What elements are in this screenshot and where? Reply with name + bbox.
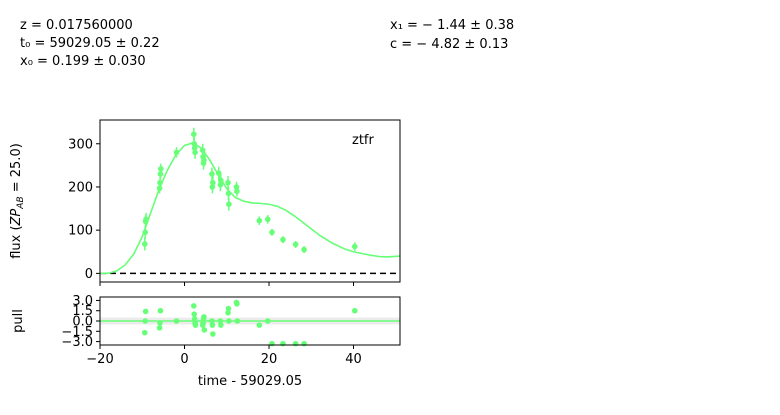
flux-point	[156, 185, 163, 192]
pull-point	[234, 318, 241, 324]
pull-point	[191, 311, 198, 317]
flux-plot-content: 0 100 200 300	[68, 127, 401, 286]
flux-point	[210, 179, 216, 186]
flux-point	[225, 179, 231, 186]
pull-axis-label: pull	[11, 309, 26, 333]
pull-point	[201, 327, 208, 333]
pull-point	[209, 318, 215, 324]
pull-point	[226, 318, 232, 324]
flux-point	[234, 188, 240, 195]
pull-point	[142, 318, 149, 324]
pull-point	[141, 329, 148, 336]
time-tick-label: 40	[345, 352, 362, 367]
pull-point	[200, 320, 206, 326]
pull-point	[217, 318, 224, 324]
flux-tick-label: 200	[68, 180, 93, 195]
pull-point	[225, 309, 231, 316]
flux-point	[269, 229, 275, 236]
pull-point	[192, 322, 199, 328]
flux-point	[218, 177, 224, 184]
pull-point	[209, 322, 216, 328]
flux-point	[225, 190, 232, 197]
flux-point	[226, 201, 232, 208]
flux-point	[143, 216, 149, 223]
param-c: c = − 4.82 ± 0.13	[390, 37, 509, 52]
flux-tick-label: 0	[85, 267, 93, 282]
pull-point	[173, 318, 180, 324]
param-x1: x₁ = − 1.44 ± 0.38	[390, 18, 515, 33]
flux-axis-label: flux (ZPAB = 25.0)	[9, 143, 26, 259]
pull-point	[156, 325, 163, 331]
flux-point	[264, 216, 271, 223]
flux-point	[292, 241, 299, 248]
time-axis-label: time - 59029.05	[198, 374, 302, 389]
pull-point	[210, 331, 216, 337]
param-x0: x₀ = 0.199 ± 0.030	[20, 54, 146, 69]
legend-label: ztfr	[352, 133, 374, 148]
pull-plot: 3.01.50.0−1.5−3.0 −20 0 20 40 pull time - 59…	[11, 294, 401, 389]
flux-point	[192, 149, 198, 156]
flux-point	[191, 131, 197, 138]
pull-tick-label: −1.5	[61, 325, 93, 340]
pull-point	[280, 340, 286, 347]
flux-point	[141, 241, 148, 247]
pull-point	[191, 316, 198, 322]
pull-point	[269, 340, 275, 347]
flux-point	[173, 149, 180, 156]
pull-point	[234, 301, 240, 307]
pull-point	[157, 307, 164, 314]
pull-tick-label: 0.0	[72, 315, 93, 330]
pull-point	[157, 320, 163, 326]
param-t0: t₀ = 59029.05 ± 0.22	[20, 36, 160, 51]
pull-point	[225, 305, 232, 312]
flux-point	[256, 217, 263, 224]
flux-point	[158, 166, 164, 172]
time-tick-label: 0	[180, 352, 188, 367]
flux-tick-label: 300	[68, 137, 93, 152]
flux-point	[351, 243, 358, 250]
model-curve	[100, 142, 401, 275]
pull-plot-frame	[99, 296, 401, 346]
pull-point	[218, 322, 224, 328]
time-tick-label: 20	[261, 352, 278, 367]
flux-point	[301, 246, 307, 253]
pull-tick-label: 3.0	[72, 294, 93, 309]
flux-plot: 0 100 200 300 ztfr flux (ZPAB = 25.0)	[9, 119, 401, 286]
pull-point	[201, 314, 207, 320]
pull-plot-content: 3.01.50.0−1.5−3.0 −20 0 20 40	[61, 294, 400, 367]
pull-point	[142, 308, 149, 315]
pull-point	[191, 303, 197, 309]
pull-point	[351, 307, 358, 314]
pull-tick-label: −3.0	[61, 335, 93, 350]
flux-tick-label: 100	[68, 224, 93, 239]
pull-point	[292, 340, 299, 347]
flux-plot-frame	[99, 119, 401, 283]
pull-point	[264, 318, 271, 324]
param-z: z = 0.017560000	[20, 18, 133, 33]
flux-point	[142, 229, 149, 236]
pull-point	[256, 322, 263, 328]
flux-point	[280, 236, 286, 243]
pull-tick-label: 1.5	[72, 304, 93, 319]
flux-point	[157, 179, 163, 186]
flux-point	[209, 171, 215, 177]
flux-point	[201, 157, 207, 163]
time-tick-label: −20	[86, 352, 113, 367]
pull-point	[301, 340, 307, 347]
